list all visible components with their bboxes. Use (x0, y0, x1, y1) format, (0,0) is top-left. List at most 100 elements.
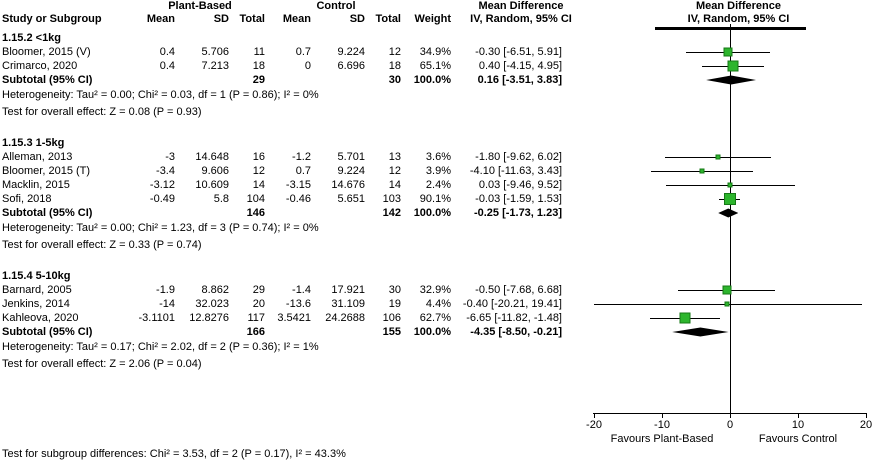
overall-effect-row: Test for overall effect: Z = 0.33 (P = 0… (0, 237, 889, 254)
axis-tick-label: -10 (654, 419, 670, 431)
study-row-cell: -3.4 (156, 165, 175, 177)
study-row-cell: 30 (388, 284, 401, 296)
axis-tick-label: -20 (586, 419, 602, 431)
subtotal-row-cell: 166 (246, 326, 265, 338)
study-row-cell: -1.80 [-9.62, 6.02] (475, 151, 562, 163)
study-row-cell: 20 (252, 298, 265, 310)
axis-tick-label: 10 (791, 419, 805, 431)
study-row-cell: Macklin, 2015 (2, 179, 70, 191)
subgroup-title-row-text: 1.15.3 1-5kg (2, 137, 65, 149)
study-row: Alleman, 2013 -3 14.648 16 -1.2 5.701 13 3.6% -1… (0, 150, 889, 164)
study-row-cell: 3.9% (425, 165, 451, 177)
subtotal-row-cell: 30 (388, 74, 401, 86)
subtotal-row-cell: -0.25 [-1.73, 1.23] (473, 207, 562, 219)
favours-right-label: Favours Control (758, 433, 838, 445)
study-row-cell: 9.224 (337, 165, 365, 177)
study-row-cell: -4.10 [-11.63, 3.43] (469, 165, 562, 177)
subgroup-title-row: 1.15.4 5-10kg (0, 269, 889, 283)
subtotal-row-cell (178, 73, 232, 87)
axis-tick (730, 414, 731, 418)
sd2-column-header: SD (349, 13, 365, 25)
plot-axis-area (594, 31, 866, 45)
study-row-cell: -3 (165, 151, 175, 163)
subtotal-row-cell (132, 73, 178, 87)
overall-effect-row: Test for overall effect: Z = 2.06 (P = 0… (0, 356, 889, 373)
plot-cell (588, 237, 889, 254)
plot-axis-area (594, 269, 866, 283)
study-row-cell: 3.6% (425, 151, 451, 163)
effect-square (723, 47, 733, 57)
overall-effect-row-text: Test for overall effect: Z = 0.08 (P = 0… (2, 106, 202, 118)
x-axis-line (593, 413, 867, 414)
study-row-cell: 11 (253, 46, 265, 58)
study-row-cell: 65.1% (419, 60, 451, 72)
subtotal-diamond (672, 327, 729, 337)
plot-cell (588, 31, 889, 45)
study-row-cell: -0.03 [-1.59, 1.53] (475, 193, 562, 205)
study-row-cell: 29 (252, 284, 265, 296)
study-row-cell: 9.224 (337, 46, 365, 58)
study-row-cell: 5.8 (213, 193, 229, 205)
study-row-cell: -0.46 (285, 193, 311, 205)
study-row-cell: 31.109 (331, 298, 365, 310)
study-row-cell: Bloomer, 2015 (T) (2, 165, 91, 177)
subtotal-row-cell: Subtotal (95% CI) (2, 326, 93, 338)
subtotal-row-cell: 142 (382, 207, 401, 219)
study-row: Kahleova, 2020 -3.1101 12.8276 117 3.5421 24.… (0, 311, 889, 325)
plot-axis-area (594, 87, 866, 104)
plot-cell (588, 178, 889, 192)
study-row-cell: 62.7% (419, 312, 451, 324)
study-row-cell: -0.49 (149, 193, 175, 205)
study-row-cell: 14 (388, 179, 401, 191)
study-row-cell: 0.4 (159, 46, 175, 58)
study-row-cell: 2.4% (425, 179, 451, 191)
table-body: 1.15.2 <1kg Bloomer, 2015 (V) 0.4 5.706 11 0.… (0, 31, 889, 373)
study-row-cell: -3.15 (285, 179, 311, 191)
subgroup-title-row-text: 1.15.2 <1kg (2, 32, 62, 44)
study-row-cell: -1.4 (292, 284, 311, 296)
study-row-cell: 90.1% (419, 193, 451, 205)
study-row-cell: 117 (247, 312, 265, 324)
subgroup-title-row: 1.15.2 <1kg (0, 31, 889, 45)
plot-header-line2: IV, Random, 95% CI (687, 13, 790, 25)
study-row-cell: 106 (382, 312, 401, 324)
favours-left-label: Favours Plant-Based (610, 433, 714, 445)
subtotal-row-cell: 100.0% (413, 207, 451, 219)
subtotal-diamond (706, 75, 757, 85)
study-row-cell: 32.023 (195, 298, 229, 310)
plot-axis-area (594, 73, 866, 87)
total2-column-header: Total (375, 13, 401, 25)
study-row-cell: Jenkins, 2014 (2, 298, 70, 310)
subtotal-row-cell (314, 206, 368, 220)
plot-cell (588, 164, 889, 178)
subtotal-row-cell: 100.0% (413, 74, 451, 86)
axis-tick (866, 414, 867, 418)
study-row-cell: 0.4 (159, 60, 175, 72)
plot-axis-area (594, 164, 866, 178)
effect-square (679, 312, 691, 324)
study-row-cell: 104 (246, 193, 265, 205)
plot-axis-area (594, 311, 866, 325)
plot-header-line1: Mean Difference (696, 0, 781, 12)
subtotal-row-cell (178, 325, 232, 339)
subtotal-row-cell (268, 206, 314, 220)
heterogeneity-row-text: Heterogeneity: Tau² = 0.00; Chi² = 0.03,… (2, 89, 319, 101)
x-axis: Favours Plant-Based Favours Control -20 -… (586, 413, 872, 458)
study-row-cell: 12 (252, 165, 265, 177)
study-row-cell: -3.12 (149, 179, 175, 191)
study-row-cell: -13.6 (285, 298, 311, 310)
axis-tick-label: 20 (859, 419, 873, 431)
study-row-cell: Crimarco, 2020 (2, 60, 78, 72)
plot-axis-area (594, 192, 866, 206)
plot-axis-area (594, 237, 866, 254)
study-row: Macklin, 2015 -3.12 10.609 14 -3.15 14.676 14 2… (0, 178, 889, 192)
mean2-column-header: Mean (282, 13, 311, 25)
md-column-header-line2: IV, Random, 95% CI (470, 13, 572, 25)
study-row-cell: -0.40 [-20.21, 19.41] (462, 298, 562, 310)
plot-axis-area (594, 178, 866, 192)
study-row-cell: -1.9 (156, 284, 175, 296)
study-row-cell: 34.9% (419, 46, 451, 58)
study-row-cell: 12 (388, 165, 401, 177)
subtotal-row-cell (132, 325, 178, 339)
